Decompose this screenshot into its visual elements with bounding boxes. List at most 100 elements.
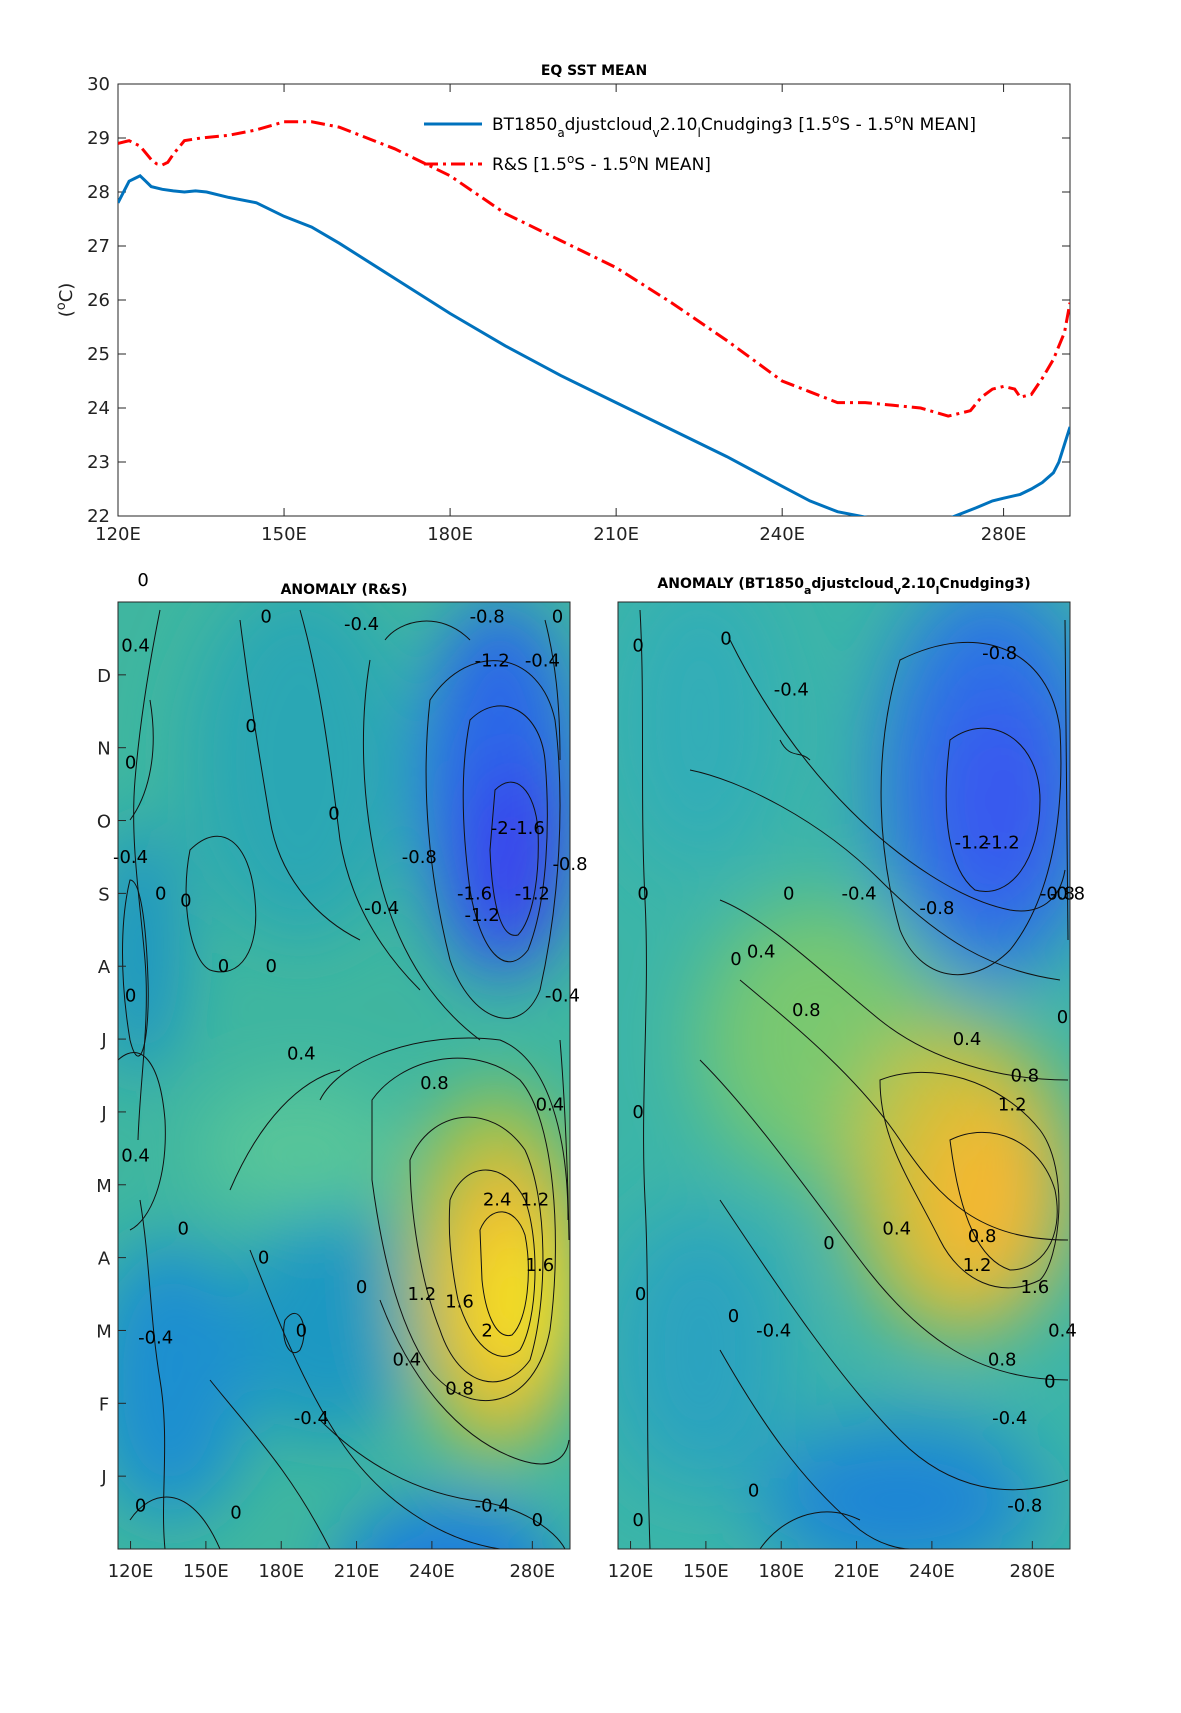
top-x-tick-label: 240E (759, 524, 805, 545)
y-tick-label: J (100, 1467, 106, 1488)
top-y-tick-label: 30 (87, 74, 110, 95)
contour-label: -0.8 (1050, 883, 1085, 904)
contour-label: -0.8 (402, 847, 437, 868)
top-y-tick-label: 26 (87, 290, 110, 311)
contour-label: 0.4 (882, 1218, 911, 1239)
panel-b-field (618, 602, 1070, 1549)
contour-label: 0 (748, 1481, 759, 1502)
y-tick-label: M (96, 1321, 112, 1342)
contour-label: 1.2 (521, 1189, 550, 1210)
top-y-ticks: 22 23 24 25 26 27 28 29 30 (87, 74, 1070, 527)
contour-label: -0.8 (1040, 883, 1075, 904)
contour-label: 0.4 (953, 1029, 982, 1050)
top-chart-title: EQ SST MEAN (541, 63, 647, 79)
y-tick-label: N (97, 739, 110, 760)
legend-label-model: BT1850adjustcloudv2.10lCnudging3 [1.5oS … (492, 112, 976, 140)
y-tick-label: M (96, 1176, 112, 1197)
top-y-tick-label: 27 (87, 236, 110, 257)
y-tick-label: S (98, 884, 109, 905)
contour-label: -0.4 (113, 847, 148, 868)
top-y-axis-label: (oC) (54, 283, 77, 318)
x-tick-label: 240E (909, 1561, 955, 1582)
contour-label: -1.2 (465, 905, 500, 926)
contour-label: 0 (178, 1218, 189, 1239)
y-tick-label: A (98, 957, 111, 978)
legend-label-rs: R&S [1.5oS - 1.5oN MEAN] (492, 152, 711, 175)
series-line-model (118, 173, 1070, 516)
contour-label: 1.6 (445, 1291, 474, 1312)
contour-label: 0 (218, 956, 229, 977)
contour-label: -0.4 (525, 650, 560, 671)
contour-label: 1.2 (998, 1095, 1027, 1116)
contour-label: 0.4 (392, 1350, 421, 1371)
contour-label: 0 (265, 956, 276, 977)
contour-label: 0.4 (121, 1146, 150, 1167)
panel-a-title: ANOMALY (R&S) (281, 582, 408, 598)
contour-label: 2.4 (483, 1189, 512, 1210)
contour-label: 0 (258, 1248, 269, 1269)
y-tick-label: D (97, 666, 111, 687)
contour-label: 0 (823, 1233, 834, 1254)
top-x-tick-label: 120E (95, 524, 141, 545)
panel-a-field (118, 602, 570, 1549)
contour-label: 1.2 (408, 1284, 437, 1305)
x-tick-label: 150E (683, 1561, 729, 1582)
panel-b-contours (639, 609, 1069, 1549)
contour-label: -0.8 (470, 607, 505, 628)
contour-label: 0 (1057, 1007, 1068, 1028)
contour-label: 0 (356, 1277, 367, 1298)
contour-label: 0 (135, 1495, 146, 1516)
contour-label: -0.4 (364, 898, 399, 919)
contour-label: 0 (296, 1320, 307, 1341)
contour-label: -1.2 (985, 832, 1020, 853)
contour-label: -0.4 (774, 679, 809, 700)
contour-label: 0 (180, 891, 191, 912)
top-legend: BT1850adjustcloudv2.10lCnudging3 [1.5oS … (424, 112, 976, 175)
contour-label: 0 (260, 607, 271, 628)
contour-label: 0 (720, 628, 731, 649)
contour-label: -0.4 (842, 883, 877, 904)
x-tick-label: 280E (1009, 1561, 1055, 1582)
contour-label: 1.2 (963, 1255, 992, 1276)
y-tick-label: F (99, 1394, 109, 1415)
contour-label: -0.8 (1007, 1495, 1042, 1516)
contour-label: -1.2 (955, 832, 990, 853)
contour-label: 0 (328, 803, 339, 824)
panel-b-title: ANOMALY (BT1850adjustcloudv2.10lCnudging… (657, 576, 1030, 597)
panel-a-contours (118, 609, 570, 1549)
contour-label: 0 (532, 1510, 543, 1531)
contour-label: 0 (230, 1503, 241, 1524)
contour-label: 0 (552, 607, 563, 628)
contour-label: -1.6 (510, 818, 545, 839)
contour-label: 2 (481, 1320, 492, 1341)
contour-label: -1.6 (457, 883, 492, 904)
contour-label: 0 (728, 1306, 739, 1327)
contour-label: 0.8 (792, 1000, 821, 1021)
panel-a-contour-labels: 0 0 -0.4 -0.4 0 0.8 0.4 -0.4 0 2 1.6 1.2 0 1.6 2.4 1.2 0… (113, 570, 588, 1531)
y-tick-label: A (98, 1249, 111, 1270)
contour-label: -0.4 (138, 1328, 173, 1349)
contour-label: 0 (635, 1284, 646, 1305)
top-x-tick-label: 210E (593, 524, 639, 545)
contour-label: -0.4 (475, 1495, 510, 1516)
series-line-rs (118, 120, 1070, 418)
contour-label: 0.8 (420, 1073, 449, 1094)
contour-label: 0.8 (1010, 1066, 1039, 1087)
contour-label: -0.8 (982, 643, 1017, 664)
contour-label: 0 (137, 570, 148, 591)
x-tick-label: 120E (608, 1561, 654, 1582)
x-tick-label: 120E (108, 1561, 154, 1582)
contour-label: 0 (245, 716, 256, 737)
contour-label: -0.4 (294, 1408, 329, 1429)
anomaly-model-heatmap: ANOMALY (BT1850adjustcloudv2.10lCnudging… (608, 576, 1085, 1582)
contour-label: 0 (783, 883, 794, 904)
contour-label: 1.6 (526, 1255, 555, 1276)
top-y-tick-label: 24 (87, 398, 110, 419)
contour-label: 0.4 (287, 1044, 316, 1065)
contour-label: 0.8 (988, 1350, 1017, 1371)
top-y-tick-label: 29 (87, 128, 110, 149)
contour-label: 0 (125, 985, 136, 1006)
x-tick-label: 150E (183, 1561, 229, 1582)
